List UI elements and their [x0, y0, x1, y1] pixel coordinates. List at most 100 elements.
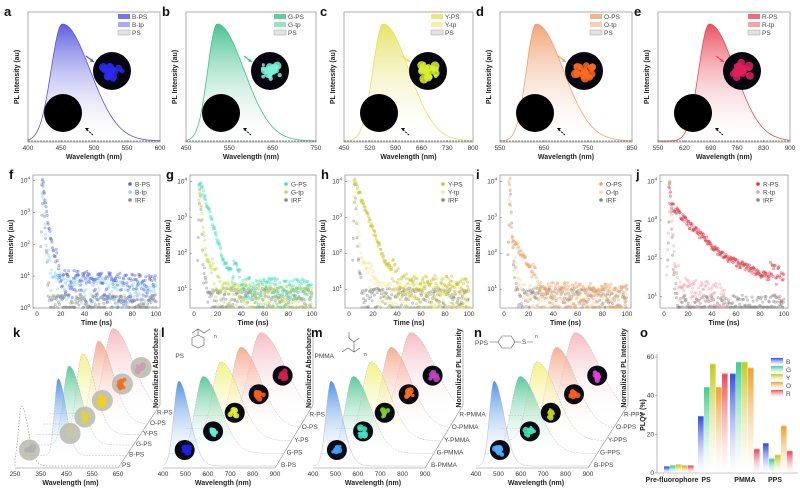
- data-point: [114, 279, 118, 283]
- legend-marker: [756, 182, 760, 186]
- x-tick-label: 850: [627, 145, 638, 152]
- glow-spot: [135, 368, 141, 374]
- data-point: [358, 241, 362, 245]
- data-point: [102, 292, 106, 296]
- series-label: R-PS: [309, 412, 325, 419]
- data-point: [145, 291, 149, 295]
- data-point: [535, 291, 539, 295]
- y-tick-label: 103: [487, 212, 497, 221]
- data-point: [614, 291, 618, 295]
- data-point: [511, 246, 515, 250]
- data-point: [545, 296, 549, 300]
- y-tick-label: 102: [177, 248, 187, 257]
- data-point: [50, 298, 54, 302]
- data-point: [592, 287, 596, 291]
- data-point: [705, 235, 709, 239]
- legend-marker: [128, 198, 132, 202]
- data-point: [241, 305, 245, 309]
- y-tick-label: 20: [647, 431, 655, 438]
- data-point: [431, 293, 435, 297]
- x-axis-label: Wavelength (nm): [380, 154, 436, 161]
- data-point: [389, 283, 393, 287]
- legend-label: B: [786, 359, 790, 366]
- y-tick-label: 103: [647, 215, 657, 224]
- data-point: [106, 277, 110, 281]
- data-point: [536, 280, 540, 284]
- data-point: [67, 293, 71, 297]
- data-point: [88, 281, 92, 285]
- data-point: [217, 303, 221, 307]
- x-axis-label: Wavelength (nm): [696, 154, 752, 161]
- data-point: [424, 291, 428, 295]
- legend-swatch: [771, 358, 783, 365]
- legend-label: IRF: [291, 198, 302, 205]
- data-point: [133, 273, 137, 277]
- data-point: [141, 293, 145, 297]
- data-point: [715, 285, 719, 289]
- data-point: [570, 297, 574, 301]
- data-point: [52, 305, 56, 309]
- data-point: [151, 282, 155, 286]
- data-point: [379, 298, 383, 302]
- data-point: [424, 294, 428, 298]
- data-point: [128, 291, 132, 295]
- data-point: [153, 278, 157, 282]
- bar-top: [730, 373, 736, 375]
- legend-label: R-tp: [763, 190, 776, 197]
- legend-marker: [441, 198, 445, 202]
- glow-spot: [433, 74, 438, 79]
- data-point: [230, 305, 234, 309]
- data-point: [690, 222, 694, 226]
- data-point: [151, 293, 155, 297]
- data-point: [293, 277, 297, 281]
- data-point: [145, 294, 149, 298]
- data-point: [673, 262, 677, 266]
- data-point: [410, 277, 414, 281]
- data-point: [689, 304, 693, 308]
- bar-Y-PS: [710, 364, 716, 473]
- data-point: [370, 299, 374, 303]
- data-point: [52, 296, 56, 300]
- data-point: [143, 299, 147, 303]
- data-point: [362, 202, 366, 206]
- data-point: [116, 305, 120, 309]
- data-point: [231, 302, 235, 306]
- data-point: [97, 302, 101, 306]
- data-point: [244, 297, 248, 301]
- data-point: [296, 286, 300, 290]
- data-point: [412, 305, 416, 309]
- data-point: [52, 294, 56, 298]
- y-tick-label: 60: [647, 354, 655, 361]
- data-point: [602, 288, 606, 292]
- data-point: [682, 289, 686, 293]
- data-point: [105, 300, 109, 304]
- glow-spot: [278, 372, 286, 380]
- data-point: [291, 284, 295, 288]
- x-tick-label: 400: [23, 145, 34, 152]
- data-point: [698, 301, 702, 305]
- data-point: [202, 272, 206, 276]
- data-point: [74, 274, 78, 278]
- data-point: [58, 302, 62, 306]
- bar-top: [742, 361, 748, 364]
- data-point: [392, 289, 396, 293]
- data-point: [310, 283, 314, 287]
- legend-marker: [599, 182, 603, 186]
- x-tick-label: 400: [158, 471, 169, 478]
- data-point: [55, 259, 59, 263]
- data-point: [208, 210, 212, 214]
- data-point: [238, 268, 242, 272]
- data-point: [682, 219, 686, 223]
- x-tick-label: 60: [105, 311, 113, 318]
- data-point: [452, 305, 456, 309]
- data-point: [405, 272, 409, 276]
- data-point: [565, 287, 569, 291]
- data-point: [576, 305, 580, 309]
- x-tick-label: 800: [560, 471, 571, 478]
- data-point: [444, 305, 448, 309]
- glow-spot: [255, 390, 263, 397]
- legend-label: B-PS: [135, 182, 151, 189]
- glow-spot: [741, 67, 746, 73]
- data-point: [387, 296, 391, 300]
- data-point: [397, 292, 401, 296]
